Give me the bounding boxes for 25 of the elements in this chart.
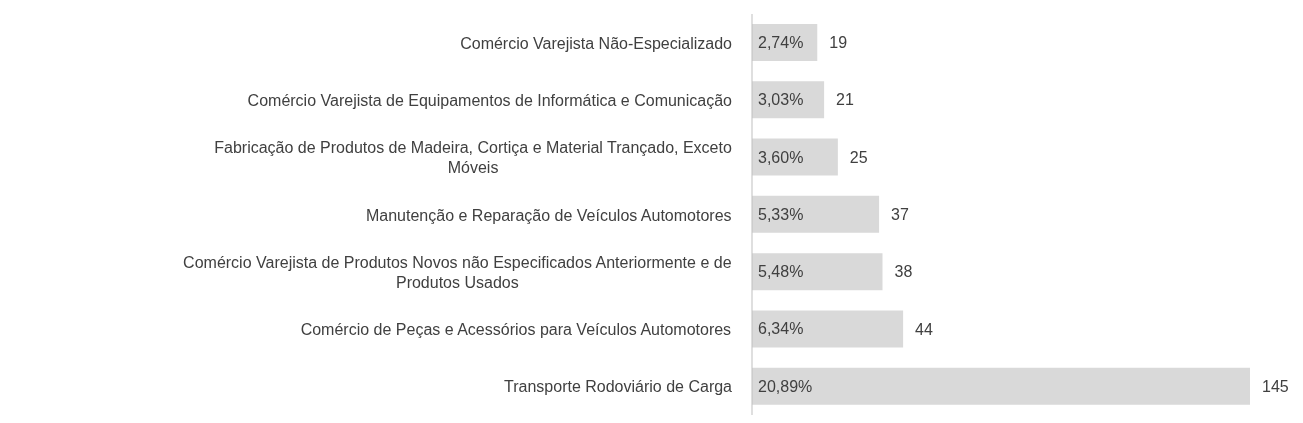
bar bbox=[752, 253, 883, 291]
bar bbox=[752, 310, 904, 348]
data-label: 44 bbox=[915, 320, 934, 338]
annotation: 5,33% bbox=[758, 205, 804, 223]
annotation: 3,03% bbox=[758, 91, 804, 109]
y-tick-label: Comércio Varejista de Equipamentos de Informática e Comunicação bbox=[247, 91, 733, 109]
annotation: 20,89% bbox=[758, 377, 813, 395]
data-label: 19 bbox=[829, 34, 848, 52]
y-tick-label: Transporte Rodoviário de Carga bbox=[504, 377, 733, 395]
data-label: 145 bbox=[1262, 377, 1289, 395]
y-tick-label: Comércio Varejista de Produtos Novos não Especificados Anteriormente e de Produtos Usados bbox=[183, 253, 732, 291]
y-tick-label: Comércio de Peças e Acessórios para Veículos Automotores bbox=[300, 320, 732, 338]
data-label: 37 bbox=[891, 206, 909, 224]
annotation: 5,48% bbox=[758, 263, 804, 281]
y-tick-label: Manutenção e Reparação de Veículos Automotores bbox=[365, 206, 732, 223]
y-tick-label: Fabricação de Produtos de Madeira, Cortiça e Material Trançado, Exceto Móveis bbox=[214, 138, 732, 176]
bar bbox=[752, 367, 1250, 405]
annotation: 3,60% bbox=[758, 148, 804, 166]
data-label: 38 bbox=[894, 263, 913, 281]
annotation: 6,34% bbox=[758, 320, 804, 338]
data-label: 21 bbox=[836, 91, 855, 109]
bar bbox=[752, 195, 880, 233]
y-tick-label: Comércio Varejista Não-Especializado bbox=[460, 34, 733, 52]
annotation: 2,74% bbox=[758, 34, 804, 51]
data-label: 25 bbox=[849, 148, 868, 166]
